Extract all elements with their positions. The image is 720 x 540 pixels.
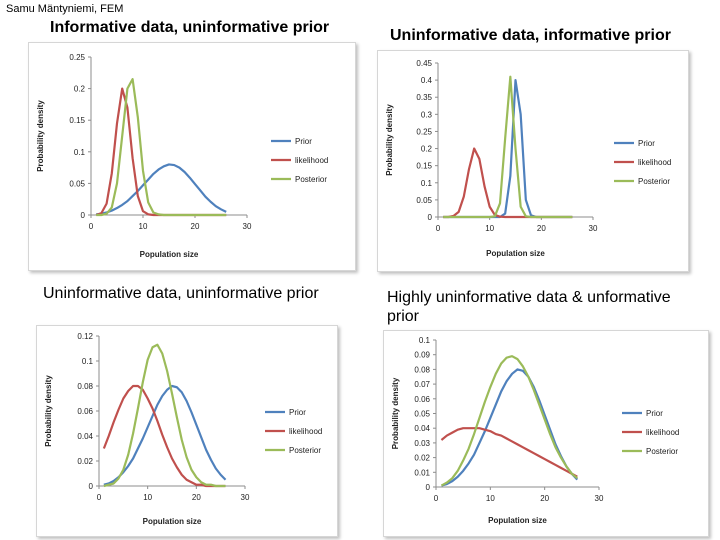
y-tick-label: 0.09 bbox=[414, 351, 430, 360]
series-line-likelihood bbox=[102, 384, 226, 488]
legend-label: Posterior bbox=[295, 175, 327, 184]
x-tick-label: 10 bbox=[485, 224, 494, 233]
legend-label: likelihood bbox=[638, 158, 671, 167]
y-tick-label: 0.08 bbox=[414, 365, 430, 374]
x-axis-title: Population size bbox=[488, 516, 547, 525]
y-tick-label: 0.12 bbox=[77, 332, 93, 341]
y-tick-label: 0.04 bbox=[414, 424, 430, 433]
legend-label: Prior bbox=[289, 408, 306, 417]
chart-1: 0 0.05 0.1 0.15 0.2 0.25 0 10 20 30 Population siz… bbox=[36, 53, 328, 259]
chart-heading-1: Informative data, uninformative prior bbox=[50, 19, 330, 36]
series-line-prior bbox=[103, 384, 227, 486]
x-tick-label: 30 bbox=[589, 224, 598, 233]
x-tick-label: 20 bbox=[191, 222, 200, 231]
y-tick-label: 0.01 bbox=[414, 468, 430, 477]
chart-panel-1: 0 0.05 0.1 0.15 0.2 0.25 0 10 20 30 Population siz… bbox=[28, 42, 356, 271]
x-tick-label: 10 bbox=[139, 222, 148, 231]
chart-4: 0 0.01 0.02 0.03 0.04 0.05 0.06 0.07 0.08 0.09 0.1… bbox=[391, 336, 679, 525]
x-axis-title: Population size bbox=[140, 250, 199, 259]
y-tick-label: 0.03 bbox=[414, 439, 430, 448]
y-tick-label: 0.4 bbox=[421, 76, 433, 85]
y-tick-label: 0.05 bbox=[69, 179, 85, 188]
y-tick-label: 0.45 bbox=[416, 59, 432, 68]
x-tick-label: 0 bbox=[89, 222, 94, 231]
y-tick-label: 0 bbox=[81, 211, 86, 220]
y-tick-label: 0.1 bbox=[74, 148, 86, 157]
y-tick-label: 0.06 bbox=[77, 407, 93, 416]
y-tick-label: 0.1 bbox=[82, 357, 94, 366]
x-tick-label: 10 bbox=[143, 493, 152, 502]
chart-panel-3: 0 0.02 0.04 0.06 0.08 0.1 0.12 0 10 20 30 Populatio… bbox=[36, 325, 338, 537]
y-axis-title: Probability density bbox=[44, 375, 53, 447]
series-line-prior bbox=[441, 368, 579, 487]
y-tick-label: 0.05 bbox=[416, 196, 432, 205]
legend-label: likelihood bbox=[295, 156, 328, 165]
legend-label: Posterior bbox=[638, 177, 670, 186]
y-tick-label: 0 bbox=[426, 483, 431, 492]
legend-label: likelihood bbox=[646, 428, 679, 437]
y-tick-label: 0.15 bbox=[69, 116, 85, 125]
y-tick-label: 0.07 bbox=[414, 380, 430, 389]
chart-heading-2: Uninformative data, informative prior bbox=[390, 27, 671, 44]
legend-label: Posterior bbox=[289, 446, 321, 455]
y-tick-label: 0 bbox=[89, 482, 94, 491]
chart-heading-4: Highly uninformative data & unformative … bbox=[387, 289, 671, 325]
legend-label: Posterior bbox=[646, 447, 678, 456]
y-tick-label: 0.02 bbox=[77, 457, 93, 466]
y-tick-label: 0.3 bbox=[421, 110, 433, 119]
chart-heading-3: Uninformative data, uninformative prior bbox=[43, 285, 319, 302]
series-line-posterior bbox=[103, 343, 226, 488]
series-line-likelihood bbox=[443, 147, 573, 219]
y-tick-label: 0.15 bbox=[416, 162, 432, 171]
y-axis-title: Probability density bbox=[391, 377, 400, 449]
legend-label: likelihood bbox=[289, 427, 322, 436]
y-tick-label: 0.05 bbox=[414, 410, 430, 419]
y-tick-label: 0.25 bbox=[69, 53, 85, 62]
y-tick-label: 0.02 bbox=[414, 454, 430, 463]
x-tick-label: 0 bbox=[436, 224, 441, 233]
y-tick-label: 0 bbox=[428, 213, 433, 222]
x-tick-label: 0 bbox=[97, 493, 102, 502]
legend-label: Prior bbox=[295, 137, 312, 146]
x-axis-title: Population size bbox=[143, 517, 202, 526]
x-tick-label: 30 bbox=[241, 493, 250, 502]
x-tick-label: 20 bbox=[540, 494, 549, 503]
y-tick-label: 0.35 bbox=[416, 93, 432, 102]
chart-2: 0 0.05 0.1 0.15 0.2 0.25 0.3 0.35 0.4 0.45 0 10 20 30… bbox=[385, 59, 671, 258]
legend-label: Prior bbox=[646, 409, 663, 418]
y-tick-label: 0.06 bbox=[414, 395, 430, 404]
x-tick-label: 10 bbox=[486, 494, 495, 503]
x-axis-title: Population size bbox=[486, 249, 545, 258]
series-line-posterior bbox=[440, 355, 578, 487]
legend-label: Prior bbox=[638, 139, 655, 148]
y-tick-label: 0.2 bbox=[421, 145, 433, 154]
series-line-prior bbox=[96, 163, 227, 216]
y-tick-label: 0.1 bbox=[419, 336, 431, 345]
series-line-likelihood bbox=[440, 427, 578, 478]
y-axis-title: Probability density bbox=[385, 104, 394, 176]
y-tick-label: 0.2 bbox=[74, 85, 86, 94]
x-tick-label: 20 bbox=[537, 224, 546, 233]
x-tick-label: 30 bbox=[595, 494, 604, 503]
y-tick-label: 0.08 bbox=[77, 382, 93, 391]
chart-3: 0 0.02 0.04 0.06 0.08 0.1 0.12 0 10 20 30 Populatio… bbox=[44, 332, 322, 526]
y-tick-label: 0.25 bbox=[416, 127, 432, 136]
series-line-posterior bbox=[96, 78, 227, 217]
y-tick-label: 0.04 bbox=[77, 432, 93, 441]
x-tick-label: 30 bbox=[243, 222, 252, 231]
series-line-likelihood bbox=[95, 87, 227, 217]
chart-panel-4: 0 0.01 0.02 0.03 0.04 0.05 0.06 0.07 0.08 0.09 0.1… bbox=[383, 330, 709, 537]
x-tick-label: 20 bbox=[192, 493, 201, 502]
x-tick-label: 0 bbox=[434, 494, 439, 503]
author-label: Samu Mäntyniemi, FEM bbox=[6, 3, 124, 15]
y-axis-title: Probability density bbox=[36, 100, 45, 172]
y-tick-label: 0.1 bbox=[421, 179, 433, 188]
series-line-posterior bbox=[443, 75, 573, 219]
chart-panel-2: 0 0.05 0.1 0.15 0.2 0.25 0.3 0.35 0.4 0.45 0 10 20 30… bbox=[377, 50, 689, 272]
